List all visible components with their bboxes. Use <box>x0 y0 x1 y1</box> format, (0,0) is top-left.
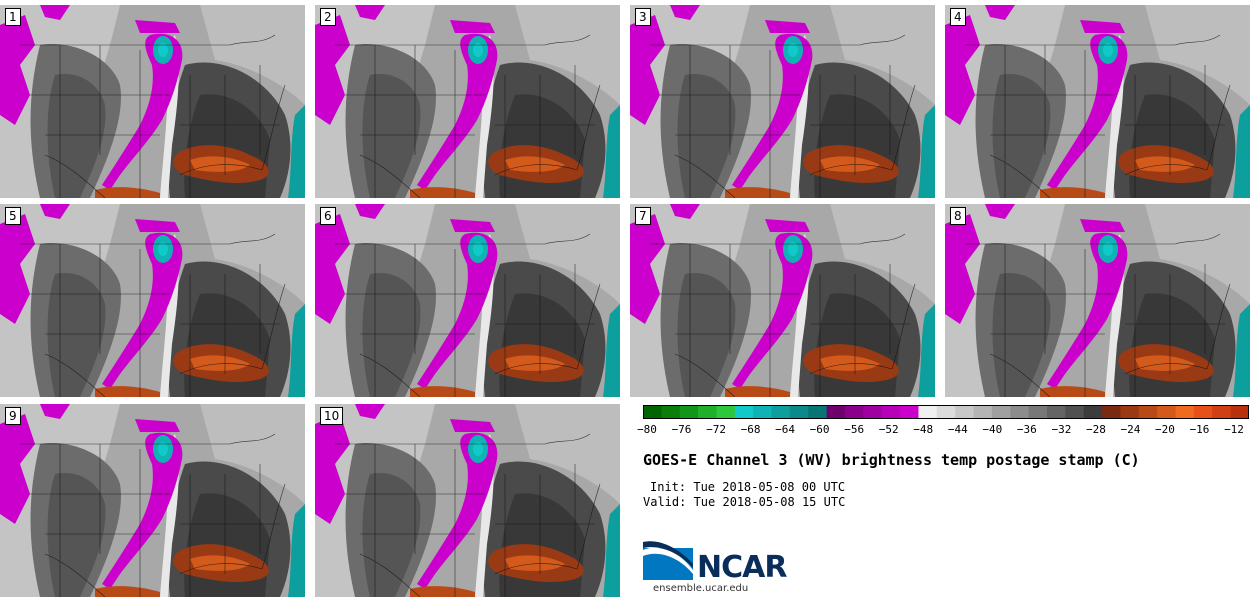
colorbar-swatch <box>1065 405 1085 419</box>
water-vapor-map <box>945 204 1250 397</box>
colorbar-swatch <box>1212 405 1232 419</box>
colorbar-swatch <box>1138 405 1158 419</box>
colorbar <box>643 405 1249 419</box>
map-panel: 8 <box>945 204 1250 397</box>
colorbar-swatch <box>955 405 975 419</box>
colorbar-swatch <box>991 405 1011 419</box>
map-panel: 9 <box>0 404 305 597</box>
colorbar-tick-labels: −80 −76 −72 −68 −64 −60 −56 −52 −48 −44 −40 −36 −32−… <box>637 423 1260 439</box>
colorbar-swatch <box>1028 405 1048 419</box>
panel-number: 6 <box>320 207 336 225</box>
water-vapor-map <box>630 204 935 397</box>
colorbar-swatch <box>734 405 754 419</box>
map-panel: 10 <box>315 404 620 597</box>
colorbar-swatch <box>826 405 846 419</box>
colorbar-swatch <box>1175 405 1195 419</box>
colorbar-tick-label: −68 <box>740 423 761 436</box>
colorbar-tick-label: −52 <box>878 423 899 436</box>
map-panel: 1 <box>0 5 305 198</box>
valid-time: Valid: Tue 2018-05-08 15 UTC <box>643 495 846 509</box>
panel-number: 3 <box>635 8 651 26</box>
colorbar-tick-label: −76 <box>671 423 692 436</box>
init-time: Init: Tue 2018-05-08 00 UTC <box>650 480 846 494</box>
colorbar-tick-label: −24 <box>1120 423 1141 436</box>
colorbar-swatch <box>863 405 883 419</box>
colorbar-tick-label: −72 <box>706 423 727 436</box>
colorbar-tick-label: −36 <box>1016 423 1037 436</box>
colorbar-swatch <box>1193 405 1213 419</box>
panel-number: 10 <box>320 407 344 425</box>
colorbar-swatch <box>789 405 809 419</box>
colorbar-swatch <box>881 405 901 419</box>
panel-number: 4 <box>950 8 966 26</box>
colorbar-swatch <box>1083 405 1103 419</box>
colorbar-swatch <box>1047 405 1066 419</box>
colorbar-tick-label: −12 <box>1224 423 1244 436</box>
colorbar-tick-label: −32 <box>1051 423 1072 436</box>
colorbar-swatch <box>643 405 662 419</box>
water-vapor-map <box>0 404 305 597</box>
colorbar-swatch <box>1230 405 1249 419</box>
colorbar-swatch <box>716 405 736 419</box>
colorbar-swatch <box>936 405 956 419</box>
panel-number: 9 <box>5 407 21 425</box>
water-vapor-map <box>945 5 1250 198</box>
water-vapor-map <box>0 5 305 198</box>
ncar-logo-icon <box>643 541 693 580</box>
map-panel: 4 <box>945 5 1250 198</box>
water-vapor-map <box>315 204 620 397</box>
map-panel: 2 <box>315 5 620 198</box>
colorbar-swatch <box>1010 405 1030 419</box>
colorbar-tick-label: −60 <box>809 423 830 436</box>
colorbar-swatch <box>808 405 828 419</box>
water-vapor-map <box>315 404 620 597</box>
colorbar-swatch <box>845 405 864 419</box>
colorbar-tick-label: −64 <box>775 423 796 436</box>
colorbar-swatch <box>771 405 791 419</box>
panel-number: 2 <box>320 8 336 26</box>
panel-number: 7 <box>635 207 651 225</box>
water-vapor-map <box>630 5 935 198</box>
panel-number: 1 <box>5 8 21 26</box>
panel-number: 8 <box>950 207 966 225</box>
map-panel: 6 <box>315 204 620 397</box>
colorbar-tick-label: −80 <box>637 423 657 436</box>
colorbar-swatch <box>1157 405 1177 419</box>
colorbar-tick-label: −44 <box>947 423 968 436</box>
colorbar-swatch <box>973 405 993 419</box>
map-panel: 5 <box>0 204 305 397</box>
panel-number: 5 <box>5 207 21 225</box>
colorbar-swatch <box>661 405 681 419</box>
figure-title: GOES-E Channel 3 (WV) brightness temp po… <box>643 451 1140 469</box>
colorbar-swatch <box>918 405 938 419</box>
colorbar-tick-label: −20 <box>1154 423 1175 436</box>
logo-wordmark: NCAR <box>697 550 787 585</box>
colorbar-swatch <box>900 405 919 419</box>
water-vapor-map <box>0 204 305 397</box>
water-vapor-map <box>315 5 620 198</box>
colorbar-tick-label: −40 <box>982 423 1003 436</box>
colorbar-tick-label: −16 <box>1189 423 1210 436</box>
map-panel: 3 <box>630 5 935 198</box>
colorbar-swatch <box>1102 405 1121 419</box>
colorbar-tick-label: −56 <box>844 423 865 436</box>
colorbar-tick-label: −48 <box>913 423 934 436</box>
site-url: ensemble.ucar.edu <box>653 583 749 594</box>
colorbar-swatch <box>1120 405 1140 419</box>
map-panel: 7 <box>630 204 935 397</box>
colorbar-swatch <box>753 405 773 419</box>
colorbar-swatch <box>679 405 699 419</box>
colorbar-swatch <box>698 405 717 419</box>
colorbar-tick-label: −28 <box>1085 423 1106 436</box>
